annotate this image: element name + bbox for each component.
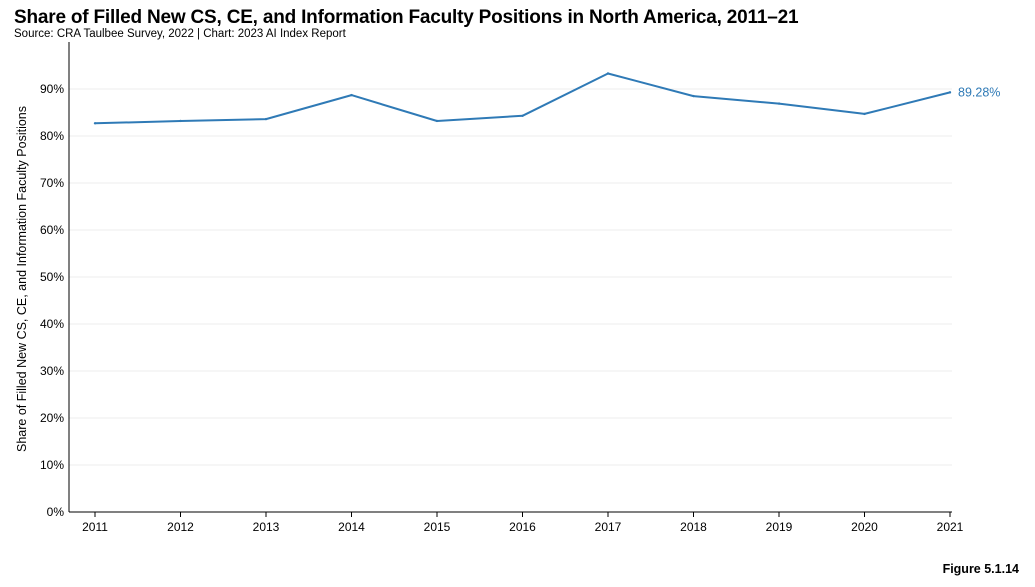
data-point [863,112,866,116]
data-point [777,102,781,105]
x-tick-label: 2017 [595,520,622,534]
x-tick-label: 2013 [253,520,280,534]
y-tick-label: 0% [47,505,65,519]
y-tick-label: 30% [40,364,64,378]
y-tick-label: 70% [40,176,64,190]
x-tick-label: 2012 [167,520,194,534]
data-point [264,117,268,121]
series-layer [93,72,952,125]
chart-title: Share of Filled New CS, CE, and Informat… [14,7,799,28]
gridlines [69,88,952,466]
x-tick-label: 2016 [509,520,536,534]
chart-source: Source: CRA Taulbee Survey, 2022 | Chart… [14,28,346,40]
x-tick-label: 2014 [338,520,365,534]
data-point [179,119,182,123]
x-tick-label: 2019 [766,520,793,534]
figure-label: Figure 5.1.14 [942,562,1019,576]
y-tick-label: 20% [40,411,64,425]
x-tick-label: 2011 [82,520,108,534]
y-tick-label: 90% [40,82,64,96]
x-tick-label: 2015 [424,520,451,534]
x-tick-label: 2020 [851,520,878,534]
y-axis-title: Share of Filled New CS, CE, and Informat… [15,106,29,452]
end-value-label: 89.28% [958,85,1000,99]
x-axis-ticks: 2011 2012 2013 2014 2015 2016 2017 2018 2019 2020… [82,512,964,534]
y-tick-label: 50% [40,270,64,284]
y-tick-label: 80% [40,129,64,143]
x-tick-label: 2018 [680,520,707,534]
data-point [350,93,353,97]
data-point [521,114,524,117]
y-axis-ticks: 0% 10% 20% 30% 40% 50% 60% 70% 80% 90% [40,82,64,519]
data-point [435,119,439,123]
y-tick-label: 40% [40,317,64,331]
data-point [692,94,695,98]
data-point [948,91,952,94]
data-point [606,72,610,75]
x-tick-label: 2021 [937,520,964,534]
y-tick-label: 10% [40,458,64,472]
y-tick-label: 60% [40,223,64,237]
data-point [93,122,97,125]
